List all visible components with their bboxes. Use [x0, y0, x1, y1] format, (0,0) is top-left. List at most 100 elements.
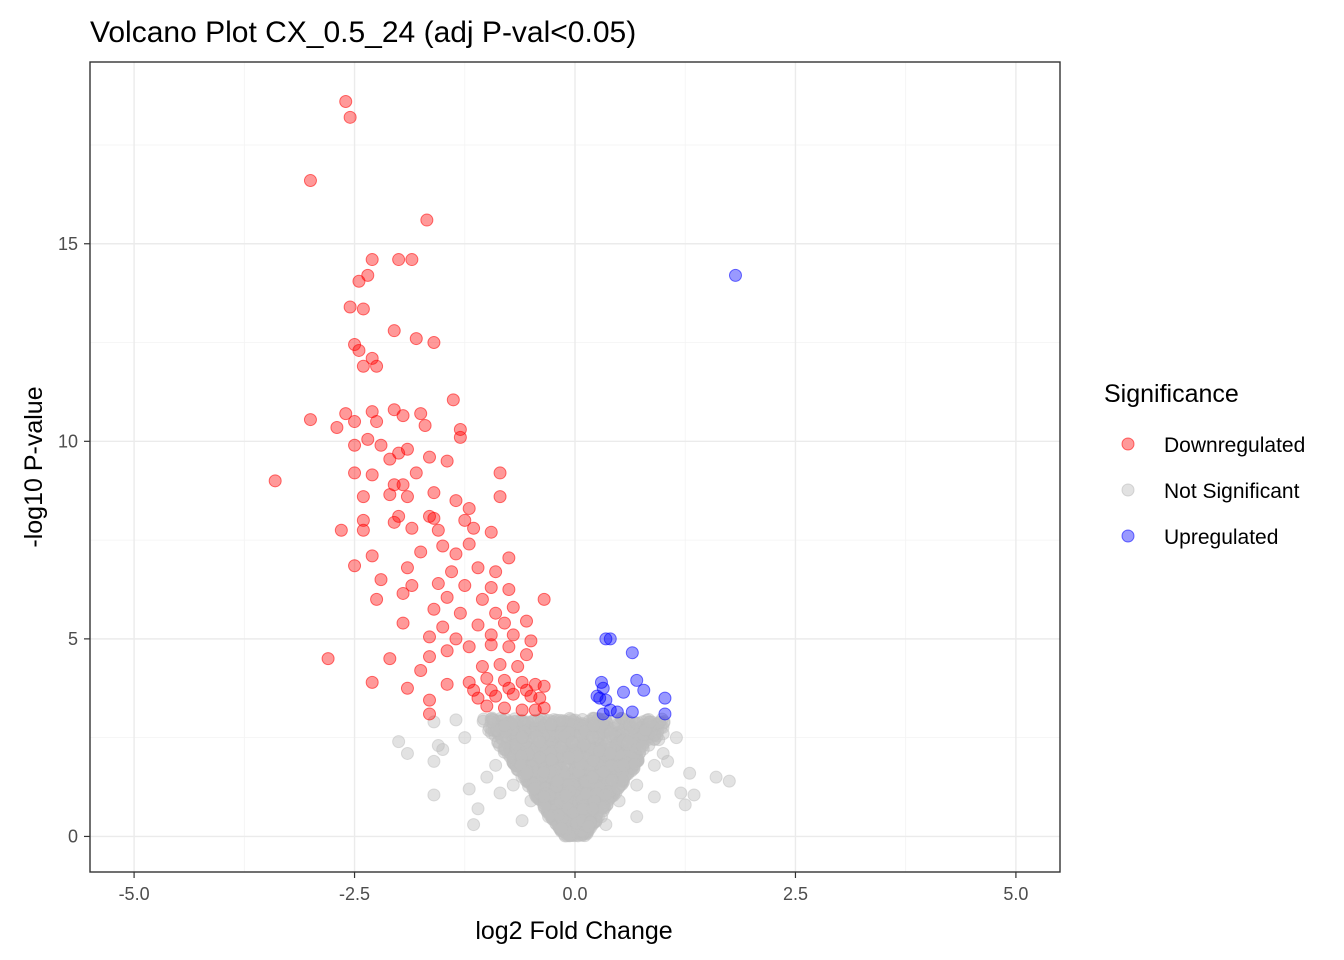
x-tick-label: 0.0 — [562, 884, 587, 904]
point-upregulated — [658, 707, 672, 721]
point-downregulated — [268, 474, 282, 488]
point-upregulated — [625, 646, 639, 660]
point-downregulated — [343, 300, 357, 314]
point-downregulated — [427, 336, 441, 350]
point-downregulated — [537, 679, 551, 693]
point-downregulated — [400, 442, 414, 456]
point-downregulated — [396, 586, 410, 600]
point-downregulated — [383, 452, 397, 466]
point-downregulated — [471, 561, 485, 575]
point-downregulated — [348, 559, 362, 573]
point-downregulated — [383, 652, 397, 666]
point-downregulated — [497, 701, 511, 715]
x-axis-title: log2 Fold Change — [475, 917, 672, 945]
point-not-significant — [533, 750, 547, 764]
point-not-significant — [489, 758, 503, 772]
point-downregulated — [370, 415, 384, 429]
point-downregulated — [475, 660, 489, 674]
point-upregulated — [625, 705, 639, 719]
point-downregulated — [374, 438, 388, 452]
point-not-significant — [661, 754, 675, 768]
point-not-significant — [528, 781, 542, 795]
point-not-significant — [669, 731, 683, 745]
legend-label-not-significant: Not Significant — [1164, 480, 1300, 503]
point-upregulated — [610, 705, 624, 719]
point-downregulated — [396, 616, 410, 630]
point-downregulated — [427, 486, 441, 500]
point-not-significant — [537, 765, 551, 779]
point-downregulated — [484, 525, 498, 539]
point-not-significant — [506, 778, 520, 792]
point-downregulated — [467, 521, 481, 535]
point-not-significant — [643, 715, 657, 729]
point-downregulated — [453, 606, 467, 620]
point-not-significant — [427, 788, 441, 802]
point-not-significant — [603, 727, 617, 741]
point-not-significant — [392, 735, 406, 749]
point-not-significant — [550, 774, 564, 788]
point-downregulated — [537, 592, 551, 606]
x-tick-label: -5.0 — [119, 884, 150, 904]
point-not-significant — [587, 719, 601, 733]
point-downregulated — [343, 110, 357, 124]
point-downregulated — [484, 581, 498, 595]
point-downregulated — [420, 213, 434, 227]
point-downregulated — [427, 602, 441, 616]
point-downregulated — [520, 614, 533, 628]
not-significant-points — [392, 711, 736, 843]
x-axis: -5.0 -2.5 0.0 2.5 5.0 — [119, 872, 1028, 904]
point-downregulated — [400, 681, 414, 695]
point-downregulated — [405, 521, 419, 535]
point-not-significant — [598, 788, 612, 802]
point-not-significant — [524, 794, 538, 808]
point-downregulated — [462, 640, 476, 654]
point-not-significant — [431, 739, 445, 753]
point-downregulated — [414, 545, 428, 559]
point-not-significant — [630, 810, 644, 824]
point-downregulated — [493, 466, 507, 480]
downregulated-points — [268, 95, 551, 721]
legend-key-upregulated — [1121, 529, 1135, 543]
point-downregulated — [409, 466, 423, 480]
point-not-significant — [533, 735, 547, 749]
point-upregulated — [637, 683, 651, 697]
point-downregulated — [396, 409, 410, 423]
y-tick-label: 0 — [68, 826, 78, 846]
y-axis: 0 5 10 15 — [58, 234, 90, 846]
point-downregulated — [446, 393, 460, 407]
point-not-significant — [585, 729, 599, 743]
point-downregulated — [453, 430, 467, 444]
point-downregulated — [348, 466, 362, 480]
point-downregulated — [436, 620, 450, 634]
point-downregulated — [440, 454, 454, 468]
point-not-significant — [493, 786, 507, 800]
point-downregulated — [497, 616, 511, 630]
point-downregulated — [400, 561, 414, 575]
point-downregulated — [365, 253, 379, 267]
point-downregulated — [480, 699, 494, 713]
point-upregulated — [603, 632, 617, 646]
point-downregulated — [506, 600, 520, 614]
x-tick-label: -2.5 — [339, 884, 370, 904]
point-downregulated — [462, 501, 476, 515]
point-downregulated — [418, 419, 432, 433]
point-downregulated — [370, 592, 384, 606]
point-downregulated — [480, 671, 494, 685]
point-not-significant — [614, 711, 628, 725]
point-downregulated — [334, 523, 348, 537]
point-not-significant — [559, 788, 573, 802]
point-not-significant — [462, 782, 476, 796]
point-not-significant — [515, 814, 529, 828]
point-downregulated — [321, 652, 335, 666]
legend-label-downregulated: Downregulated — [1164, 434, 1305, 457]
point-not-significant — [683, 766, 697, 780]
point-not-significant — [544, 718, 558, 732]
plot-panel — [89, 61, 1061, 873]
point-downregulated — [449, 547, 463, 561]
point-downregulated — [405, 253, 419, 267]
point-not-significant — [480, 770, 494, 784]
point-downregulated — [502, 551, 516, 565]
point-downregulated — [370, 359, 384, 373]
point-upregulated — [617, 685, 630, 699]
point-downregulated — [489, 565, 503, 579]
